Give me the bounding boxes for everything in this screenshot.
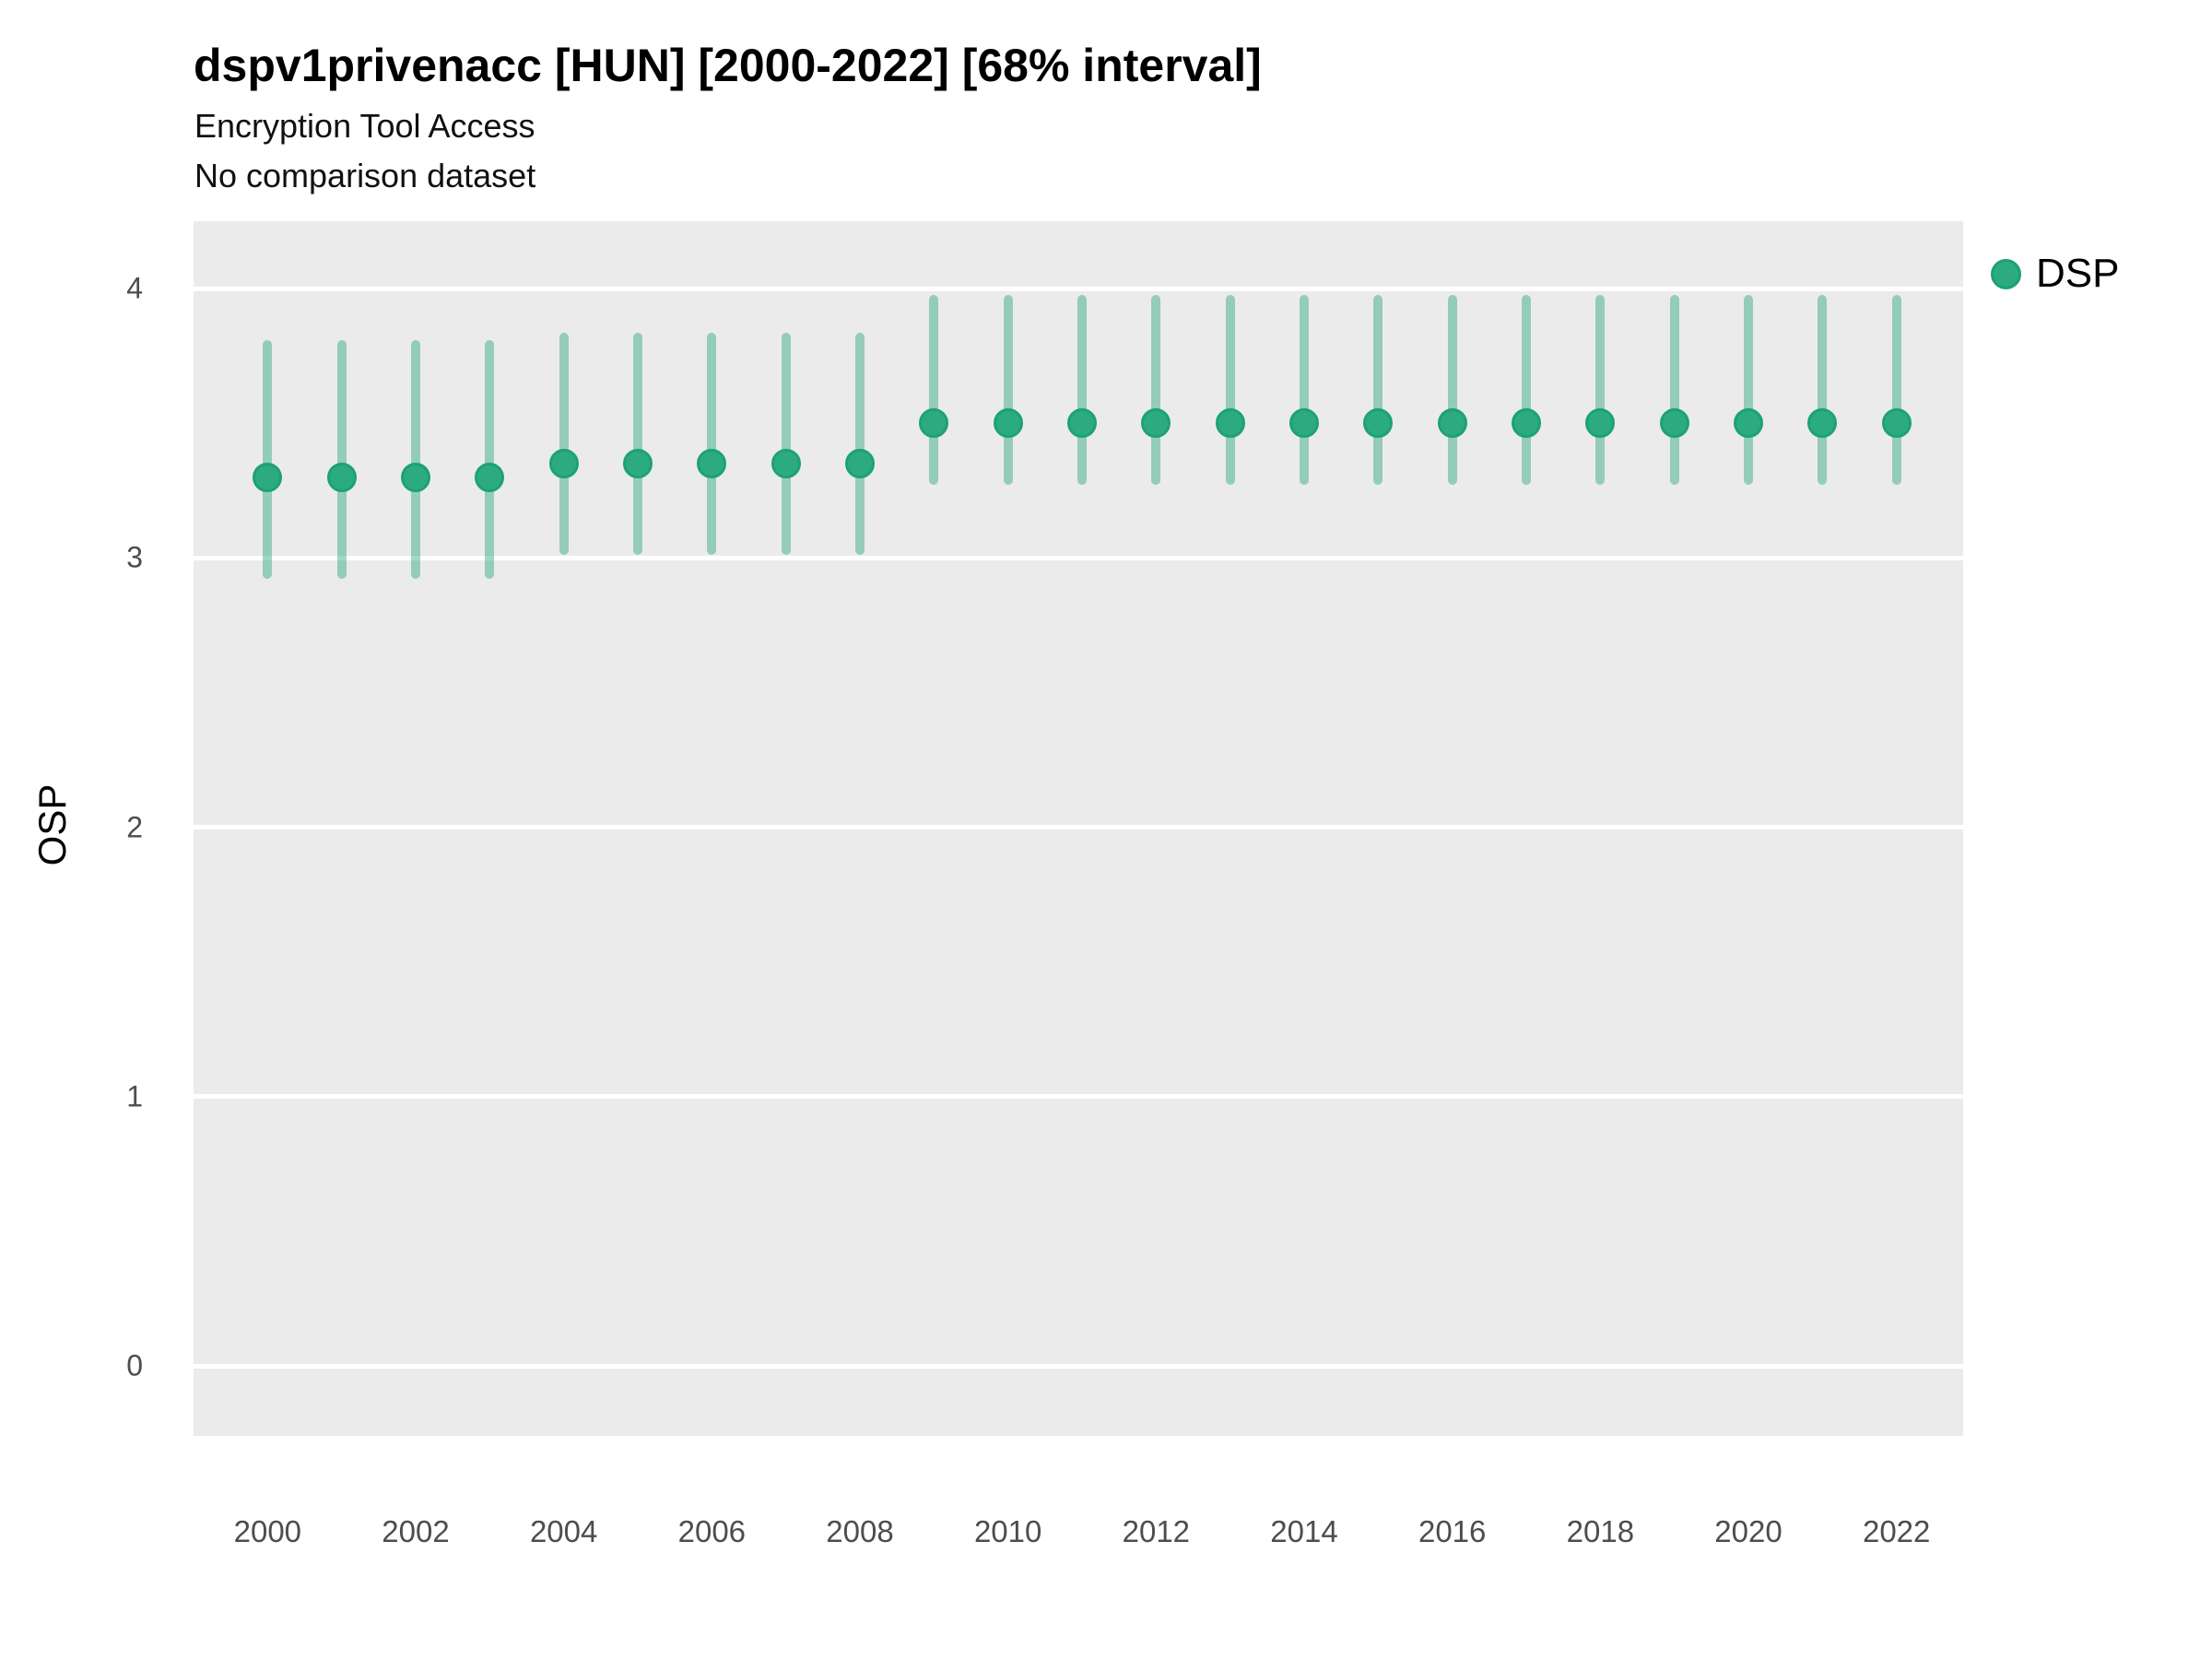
- interval-bar-2003: [485, 340, 495, 579]
- interval-bar-2006: [707, 332, 717, 555]
- data-point-2010: [993, 408, 1023, 439]
- chart-note: No comparison dataset: [194, 157, 536, 194]
- data-point-2016: [1437, 408, 1467, 439]
- interval-bar-2009: [929, 294, 939, 485]
- x-tick-label-2022: 2022: [1862, 1514, 1931, 1548]
- y-tick-label-1: 1: [126, 1079, 143, 1113]
- interval-bar-2020: [1744, 294, 1754, 485]
- interval-bar-2017: [1522, 294, 1532, 485]
- y-tick-label-3: 3: [126, 540, 143, 574]
- interval-bar-2011: [1077, 294, 1088, 485]
- x-tick-label-2012: 2012: [1122, 1514, 1191, 1548]
- data-point-2022: [1881, 408, 1912, 439]
- x-tick-label-2000: 2000: [233, 1514, 302, 1548]
- interval-bar-2014: [1300, 294, 1310, 485]
- interval-bar-2008: [855, 332, 865, 555]
- data-point-2015: [1363, 408, 1394, 439]
- interval-bar-2022: [1891, 294, 1901, 485]
- data-point-2017: [1512, 408, 1542, 439]
- data-point-2008: [845, 449, 875, 478]
- x-tick-label-2016: 2016: [1418, 1514, 1487, 1548]
- data-point-2012: [1141, 408, 1171, 439]
- interval-bar-2021: [1818, 294, 1828, 485]
- interval-bar-2004: [559, 332, 569, 555]
- x-tick-label-2004: 2004: [529, 1514, 598, 1548]
- data-point-2014: [1289, 408, 1320, 439]
- interval-bar-2010: [1003, 294, 1013, 485]
- gridline-y-1: [194, 1094, 1963, 1100]
- interval-bar-2016: [1447, 294, 1457, 485]
- chart-title: dspv1privenacc [HUN] [2000-2022] [68% in…: [194, 40, 1262, 91]
- data-point-2013: [1215, 408, 1245, 439]
- gridline-y-4: [194, 286, 1963, 291]
- interval-bar-2007: [781, 332, 791, 555]
- gridline-y-0: [194, 1363, 1963, 1369]
- chart-subtitle: Encryption Tool Access: [194, 107, 535, 145]
- data-point-2000: [253, 462, 283, 492]
- data-point-2020: [1734, 408, 1764, 439]
- legend-label: DSP: [2036, 251, 2120, 296]
- y-tick-label-2: 2: [126, 810, 143, 844]
- plot-panel: [194, 221, 1963, 1436]
- x-tick-label-2010: 2010: [973, 1514, 1042, 1548]
- data-point-2004: [548, 449, 579, 478]
- y-tick-label-4: 4: [126, 271, 143, 305]
- data-point-2021: [1807, 408, 1838, 439]
- x-tick-label-2014: 2014: [1270, 1514, 1338, 1548]
- gridline-y-2: [194, 825, 1963, 830]
- data-point-2006: [697, 449, 727, 478]
- interval-bar-2015: [1373, 294, 1383, 485]
- interval-bar-2013: [1225, 294, 1235, 485]
- data-point-2019: [1659, 408, 1689, 439]
- legend: DSP: [1991, 251, 2119, 297]
- gridline-y-3: [194, 555, 1963, 560]
- data-point-2005: [623, 449, 653, 478]
- data-point-2007: [771, 449, 801, 478]
- interval-bar-2019: [1669, 294, 1679, 485]
- interval-bar-2018: [1595, 294, 1606, 485]
- x-tick-label-2002: 2002: [382, 1514, 450, 1548]
- x-tick-label-2018: 2018: [1566, 1514, 1635, 1548]
- y-tick-label-0: 0: [126, 1348, 143, 1382]
- interval-bar-2000: [263, 340, 273, 579]
- x-tick-label-2020: 2020: [1714, 1514, 1783, 1548]
- data-point-2002: [401, 462, 430, 492]
- x-tick-label-2006: 2006: [677, 1514, 747, 1548]
- data-point-2018: [1585, 408, 1616, 439]
- data-point-2011: [1067, 408, 1098, 439]
- interval-bar-2002: [411, 340, 420, 579]
- data-point-2001: [326, 462, 357, 492]
- x-tick-label-2008: 2008: [826, 1514, 894, 1548]
- data-point-2003: [475, 462, 505, 492]
- interval-bar-2001: [336, 340, 347, 579]
- interval-bar-2012: [1151, 294, 1161, 485]
- data-point-2009: [919, 408, 949, 439]
- interval-bar-2005: [633, 332, 642, 555]
- legend-point-icon: [1991, 258, 2021, 289]
